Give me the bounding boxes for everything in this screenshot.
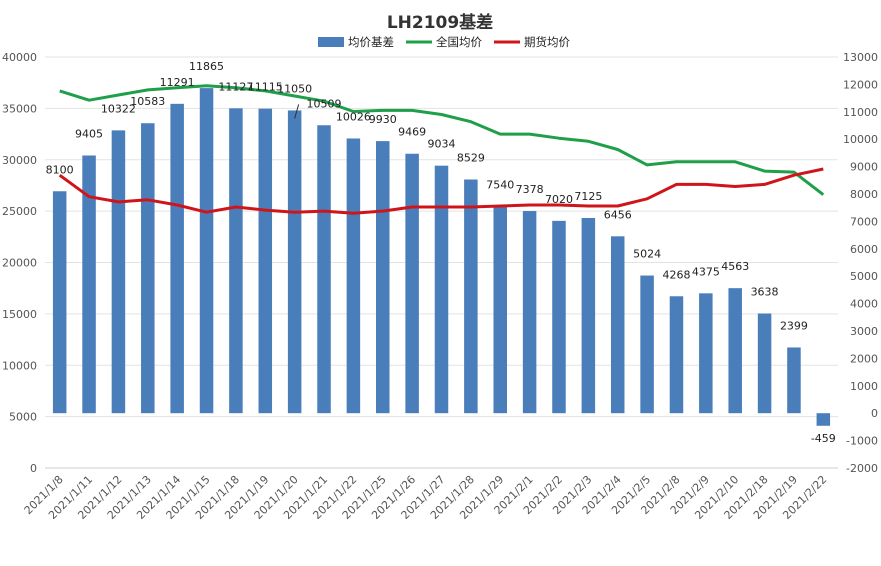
bar-data-label: 7540 [486,179,514,192]
right-tick-label: 13000 [843,51,878,64]
left-tick-label: 25000 [2,205,37,218]
bar-data-label: 4375 [692,265,720,278]
bar-2021/2/2 [552,220,566,414]
legend: 均价基差 全国均价 期货均价 [318,35,570,49]
bar-2021/1/12 [111,130,126,414]
right-tick-label: -1000 [846,435,878,448]
legend-label: 均价基差 [348,35,394,49]
right-tick-label: 0 [871,407,878,420]
bar-data-label: 2399 [780,319,808,332]
bar-series [52,88,831,426]
bar-2021/2/22 [816,413,831,426]
right-tick-label: 1000 [850,380,878,393]
left-axis: 0 5000 10000 15000 20000 25000 30000 35000 40000 [2,51,37,475]
bar-2021/1/25 [376,141,390,414]
bar-data-label: 10509 [307,97,342,110]
bar-data-label: 9469 [398,126,426,139]
right-tick-label: 4000 [850,298,878,311]
left-tick-label: 40000 [2,51,37,64]
left-tick-label: 30000 [2,154,37,167]
legend-label: 期货均价 [524,35,570,49]
bar-data-label: 4268 [662,268,690,281]
bar-data-label: 7378 [516,183,544,196]
bar-2021/2/4 [610,236,625,414]
bar-data-label: 11865 [189,60,224,73]
bar-2021/2/18 [757,313,772,414]
right-tick-label: 12000 [843,78,878,91]
bar-2021/1/13 [141,123,155,414]
bar-data-label: 9034 [428,138,456,151]
chart-title: LH2109基差 [387,12,493,33]
bar-2021/1/8 [52,191,67,414]
left-tick-label: 0 [30,462,37,475]
right-tick-label: -2000 [846,462,878,475]
bar-data-label: 3638 [751,286,779,299]
bar-data-label: 6456 [604,208,632,221]
bar-2021/1/29 [493,206,507,414]
bar-2021/1/20 [287,110,302,414]
bar-2021/2/3 [581,217,596,414]
bar-2021/1/28 [464,179,478,414]
bar-2021/1/26 [405,153,419,414]
bar-2021/1/14 [170,103,184,414]
bar-2021/1/27 [434,165,449,414]
bar-data-label: 4563 [721,260,749,273]
legend-label: 全国均价 [436,35,482,49]
right-tick-label: 11000 [843,106,878,119]
bar-2021/1/21 [317,125,331,414]
right-tick-label: 8000 [850,188,878,201]
left-tick-label: 5000 [9,411,37,424]
line-全国均价 [59,84,825,196]
bar-2021/1/19 [258,108,273,414]
left-tick-label: 35000 [2,102,37,115]
bar-data-label: 10026 [336,110,371,123]
legend-swatch [318,37,344,47]
bar-data-label: 9930 [369,113,397,126]
bar-data-label: 11050 [277,82,312,95]
bar-data-label: 7020 [545,193,573,206]
bar-data-label: 9405 [75,128,103,141]
bar-2021/2/8 [669,296,684,414]
bar-2021/1/15 [199,88,214,414]
bar-data-label: 11115 [248,81,283,94]
left-tick-label: 15000 [2,308,37,321]
bar-data-label: 10322 [101,102,136,115]
bar-2021/2/5 [640,275,654,414]
right-tick-label: 2000 [850,352,878,365]
bar-data-label: 10583 [130,95,165,108]
bar-data-label: -459 [811,432,836,445]
left-tick-label: 10000 [2,359,37,372]
bar-data-label: 11291 [160,76,195,89]
right-tick-label: 10000 [843,133,878,146]
x-axis: 2021/1/82021/1/112021/1/122021/1/132021/… [22,467,838,522]
right-tick-label: 5000 [850,270,878,283]
bar-data-label: 8100 [46,163,74,176]
bar-data-label: 5024 [633,248,661,261]
bar-2021/1/18 [229,108,243,414]
bar-2021/2/9 [699,293,713,414]
right-tick-label: 6000 [850,243,878,256]
bar-2021/2/1 [522,211,537,414]
bar-data-label: 8529 [457,152,485,165]
right-axis: -2000 -1000 0 1000 2000 3000 4000 5000 6000 7000 8… [843,51,878,475]
right-tick-label: 3000 [850,325,878,338]
right-tick-label: 9000 [850,161,878,174]
line-期货均价 [58,167,824,215]
bar-2021/1/11 [82,155,96,414]
bar-data-label: 7125 [574,190,602,203]
line-series [58,84,825,215]
bar-data-label: 11127 [218,80,253,93]
bar-2021/2/10 [728,288,742,414]
bar-2021/2/19 [787,347,801,414]
right-tick-label: 7000 [850,215,878,228]
bar-2021/1/22 [346,138,361,414]
left-tick-label: 20000 [2,257,37,270]
label-leader-line [294,104,300,119]
